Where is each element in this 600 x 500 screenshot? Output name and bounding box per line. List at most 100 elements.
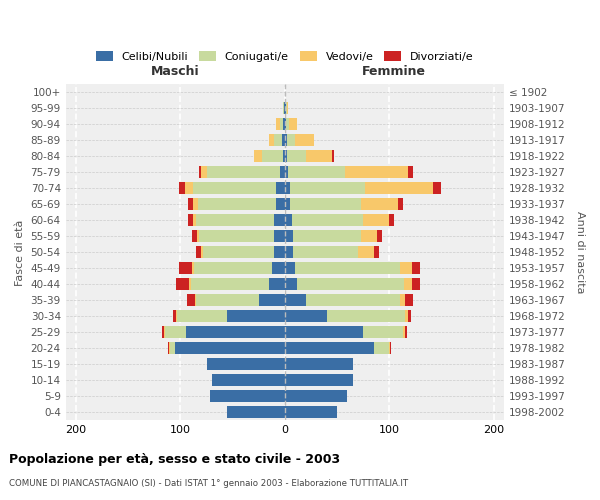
Bar: [185, 182, 193, 194]
Bar: [285, 166, 288, 178]
Bar: [285, 326, 363, 338]
Bar: [259, 294, 285, 306]
Bar: [161, 326, 164, 338]
Bar: [290, 182, 365, 194]
Bar: [198, 198, 277, 210]
Bar: [277, 198, 285, 210]
Bar: [361, 230, 377, 242]
Bar: [389, 342, 390, 354]
Bar: [283, 102, 284, 115]
Bar: [192, 230, 197, 242]
Bar: [274, 230, 285, 242]
Bar: [281, 134, 285, 146]
Bar: [285, 118, 286, 130]
Bar: [196, 294, 259, 306]
Bar: [377, 230, 382, 242]
Bar: [332, 150, 334, 162]
Bar: [269, 134, 274, 146]
Bar: [408, 166, 413, 178]
Bar: [374, 246, 379, 258]
Bar: [412, 278, 421, 290]
Bar: [358, 246, 374, 258]
Bar: [405, 326, 407, 338]
Bar: [285, 358, 353, 370]
Bar: [285, 390, 347, 402]
Bar: [274, 214, 285, 226]
Bar: [283, 150, 285, 162]
Y-axis label: Fasce di età: Fasce di età: [15, 219, 25, 286]
Bar: [285, 102, 286, 115]
Bar: [196, 246, 202, 258]
Text: Femmine: Femmine: [362, 65, 427, 78]
Bar: [285, 246, 293, 258]
Bar: [206, 166, 280, 178]
Bar: [176, 310, 178, 322]
Bar: [187, 294, 195, 306]
Bar: [197, 230, 199, 242]
Bar: [274, 246, 285, 258]
Bar: [191, 278, 269, 290]
Bar: [398, 198, 403, 210]
Bar: [188, 198, 193, 210]
Bar: [285, 214, 292, 226]
Bar: [269, 278, 285, 290]
Bar: [289, 118, 298, 130]
Bar: [193, 214, 196, 226]
Bar: [404, 278, 412, 290]
Bar: [285, 150, 287, 162]
Bar: [389, 214, 394, 226]
Text: Popolazione per età, sesso e stato civile - 2003: Popolazione per età, sesso e stato civil…: [9, 452, 340, 466]
Bar: [284, 102, 285, 115]
Bar: [188, 214, 193, 226]
Bar: [286, 102, 287, 115]
Bar: [169, 342, 170, 354]
Text: Maschi: Maschi: [151, 65, 200, 78]
Bar: [363, 326, 403, 338]
Bar: [203, 246, 274, 258]
Bar: [283, 118, 285, 130]
Bar: [305, 150, 332, 162]
Bar: [193, 198, 198, 210]
Legend: Celibi/Nubili, Coniugati/e, Vedovi/e, Divorziati/e: Celibi/Nubili, Coniugati/e, Vedovi/e, Di…: [92, 46, 478, 66]
Bar: [346, 166, 408, 178]
Bar: [179, 182, 185, 194]
Bar: [164, 326, 165, 338]
Bar: [262, 150, 283, 162]
Bar: [405, 294, 413, 306]
Y-axis label: Anni di nascita: Anni di nascita: [575, 211, 585, 294]
Bar: [285, 278, 298, 290]
Bar: [168, 342, 169, 354]
Bar: [202, 246, 203, 258]
Bar: [292, 214, 363, 226]
Bar: [390, 342, 391, 354]
Bar: [285, 406, 337, 418]
Bar: [185, 326, 285, 338]
Bar: [176, 278, 189, 290]
Bar: [165, 326, 185, 338]
Bar: [179, 262, 192, 274]
Bar: [290, 198, 361, 210]
Bar: [403, 326, 405, 338]
Bar: [280, 166, 285, 178]
Bar: [285, 230, 293, 242]
Bar: [365, 182, 433, 194]
Bar: [173, 310, 176, 322]
Bar: [202, 166, 206, 178]
Bar: [361, 198, 398, 210]
Bar: [412, 262, 421, 274]
Bar: [254, 150, 262, 162]
Bar: [408, 310, 411, 322]
Bar: [288, 166, 346, 178]
Bar: [189, 278, 191, 290]
Bar: [400, 294, 405, 306]
Bar: [293, 246, 358, 258]
Bar: [285, 294, 305, 306]
Bar: [285, 134, 287, 146]
Bar: [287, 150, 305, 162]
Bar: [277, 118, 280, 130]
Bar: [199, 230, 274, 242]
Bar: [285, 262, 295, 274]
Bar: [194, 262, 272, 274]
Text: COMUNE DI PIANCASTAGNAIO (SI) - Dati ISTAT 1° gennaio 2003 - Elaborazione TUTTIT: COMUNE DI PIANCASTAGNAIO (SI) - Dati IST…: [9, 479, 408, 488]
Bar: [193, 182, 277, 194]
